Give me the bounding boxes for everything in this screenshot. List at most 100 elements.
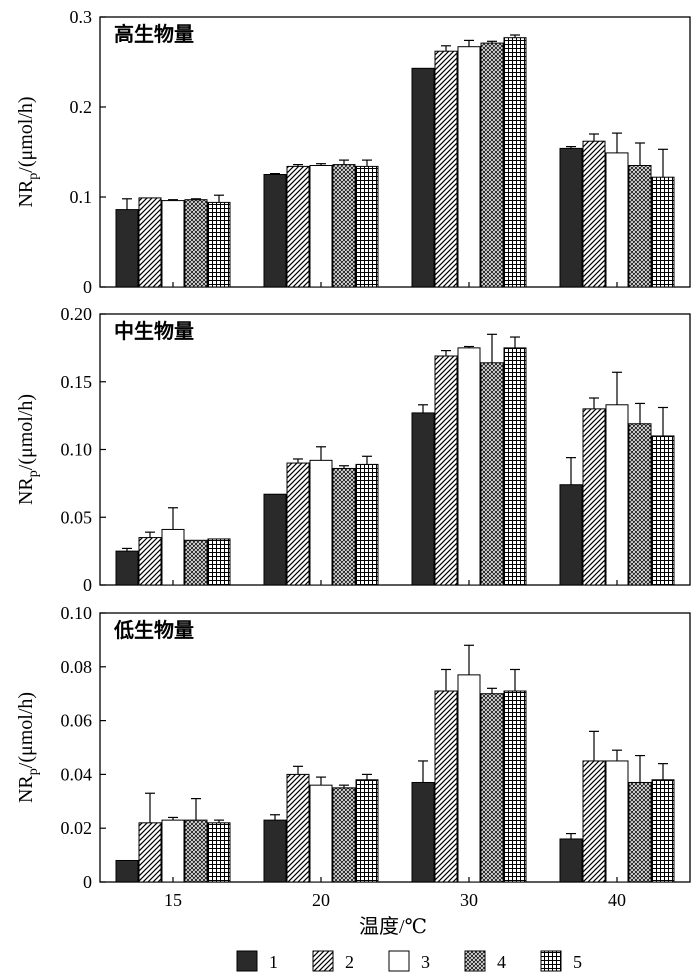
bar-series-5-15	[207, 822, 231, 883]
bar-series-4-40	[628, 423, 652, 586]
panel-3: 0 0.02 0.04 0.06 0.08 0.10 低生物量 NRp/(μmol/h) 15 2…	[15, 603, 691, 910]
bar-series-4-30	[480, 693, 504, 883]
y-tick-label: 0.3	[70, 7, 93, 27]
bar-series-3-40	[605, 760, 629, 883]
bar-series-1-15	[115, 859, 139, 883]
bar-series-5-40	[651, 435, 675, 586]
y-tick-label: 0.10	[61, 603, 93, 623]
y-tick-label: 0.10	[61, 440, 93, 460]
bar-series-1-40	[559, 838, 583, 883]
bar-series-2-20	[286, 462, 310, 586]
bar-series-5-40	[651, 176, 675, 288]
bar-series-4-15	[184, 819, 208, 883]
legend-label-2: 2	[345, 952, 354, 972]
y-tick-label: 0.05	[61, 507, 93, 527]
bar-series-4-20	[332, 467, 356, 586]
bar-series-1-20	[263, 493, 287, 586]
bar-series-5-20	[355, 463, 379, 586]
panel-2: 0 0.05 0.10 0.15 0.20 中生物量 NRp/(μmol/h)	[15, 304, 691, 595]
bar-series-2-20	[286, 773, 310, 883]
bar-series-2-30	[434, 355, 458, 586]
y-tick-label: 0.1	[70, 187, 93, 207]
bar-series-3-20	[309, 784, 333, 883]
bar-series-4-30	[480, 42, 504, 288]
bar-series-4-40	[628, 165, 652, 288]
legend-swatch-2	[312, 950, 334, 972]
panel-1: 0 0.1 0.2 0.3 高生物量 NRp/(μmol/h)	[15, 7, 691, 297]
panel-title: 低生物量	[113, 618, 194, 642]
bar-series-3-30	[457, 674, 481, 883]
bar-series-3-20	[309, 459, 333, 586]
legend-label-3: 3	[421, 952, 430, 972]
bar-series-4-20	[332, 164, 356, 288]
legend-swatch-1	[236, 950, 258, 972]
bar-series-3-15	[161, 200, 185, 288]
panel-title: 中生物量	[114, 319, 194, 343]
bar-series-5-30	[503, 37, 527, 288]
bar-series-3-15	[161, 528, 185, 586]
bar-series-5-40	[651, 779, 675, 883]
bar-series-2-15	[138, 197, 162, 288]
x-tick-label: 15	[164, 890, 182, 910]
y-tick-label: 0.08	[61, 657, 93, 677]
bar-series-2-15	[138, 822, 162, 883]
bar-series-4-20	[332, 787, 356, 883]
legend-label-5: 5	[573, 952, 582, 972]
bar-series-3-20	[309, 165, 333, 288]
bar-series-2-30	[434, 50, 458, 288]
plot-frame	[99, 612, 691, 883]
bar-series-1-20	[263, 819, 287, 883]
bar-series-5-30	[503, 347, 527, 586]
bar-series-2-40	[582, 140, 606, 288]
bar-series-5-20	[355, 779, 379, 883]
legend-swatch-3	[388, 950, 410, 972]
x-tick-label: 40	[608, 890, 626, 910]
bar-series-2-40	[582, 760, 606, 883]
y-tick-label: 0	[83, 575, 92, 595]
bar-series-3-30	[457, 46, 481, 288]
bar-series-4-15	[184, 539, 208, 586]
bar-series-1-40	[559, 484, 583, 586]
y-tick-label: 0	[83, 277, 92, 297]
y-tick-label: 0.02	[61, 818, 93, 838]
bar-series-3-40	[605, 404, 629, 586]
plot-frame	[99, 16, 691, 288]
bar-series-5-30	[503, 690, 527, 883]
bar-series-1-15	[115, 550, 139, 586]
x-tick-label: 20	[312, 890, 330, 910]
legend-label-4: 4	[497, 952, 506, 972]
bar-series-1-20	[263, 174, 287, 288]
bar-series-4-30	[480, 362, 504, 586]
bar-series-1-40	[559, 147, 583, 288]
bar-series-1-15	[115, 209, 139, 288]
chart-panels: 00.10.20.3高生物量NRp/(μmol/h)00.050.100.150…	[15, 7, 691, 910]
y-tick-label: 0.06	[61, 711, 93, 731]
x-axis-label: 温度/℃	[359, 915, 427, 938]
bar-series-3-15	[161, 819, 185, 883]
bar-series-2-40	[582, 408, 606, 586]
y-tick-label: 0.20	[61, 304, 93, 324]
bar-series-1-30	[411, 412, 435, 586]
bar-series-2-15	[138, 537, 162, 586]
legend-swatch-4	[464, 950, 486, 972]
bar-series-4-15	[184, 199, 208, 288]
y-tick-label: 0	[83, 872, 92, 892]
y-tick-label: 0.2	[70, 97, 93, 117]
bar-series-2-30	[434, 690, 458, 883]
bar-series-2-20	[286, 165, 310, 288]
y-axis-label: NRp/(μmol/h)	[15, 96, 41, 207]
y-tick-label: 0.04	[61, 764, 93, 784]
bar-series-5-15	[207, 201, 231, 288]
bar-series-4-40	[628, 781, 652, 883]
bar-series-3-30	[457, 347, 481, 586]
y-axis-label: NRp/(μmol/h)	[15, 394, 41, 505]
bar-series-1-30	[411, 781, 435, 883]
bar-series-3-40	[605, 152, 629, 288]
y-tick-label: 0.15	[61, 372, 93, 392]
y-axis-label: NRp/(μmol/h)	[15, 692, 41, 803]
legend: 1 2 3 4 5	[236, 950, 582, 972]
bar-series-5-20	[355, 165, 379, 288]
x-tick-label: 30	[460, 890, 478, 910]
legend-label-1: 1	[269, 952, 278, 972]
